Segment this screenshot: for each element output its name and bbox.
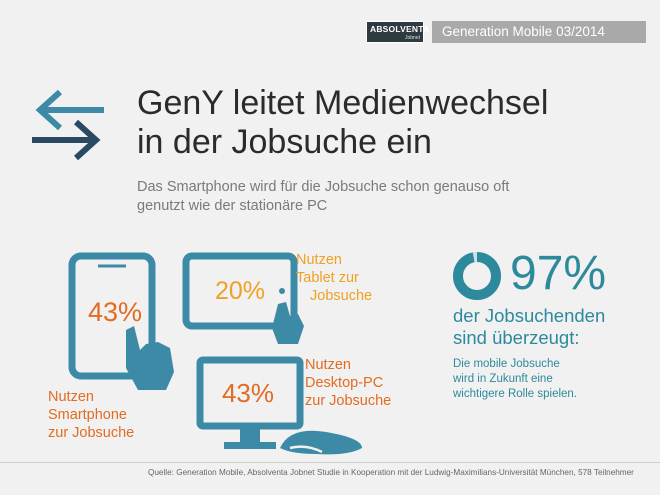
tablet-percent: 20% [214,277,266,305]
desktop-label: Nutzen Desktop-PC zur Jobsuche [305,356,391,410]
tablet-label-line: Tablet zur [296,270,359,286]
desktop-percent: 43% [221,378,275,408]
smartphone-icon [68,252,156,380]
title-line-1: GenY leitet Medienwechsel [137,84,549,122]
smartphone-label-line: zur Jobsuche [48,425,135,441]
page-title: GenY leitet Medienwechsel in der Jobsuch… [137,84,637,162]
subtitle: Das Smartphone wird für die Jobsuche sch… [137,178,617,216]
stat-note-line: wichtigere Rolle spielen. [453,388,578,400]
footer-divider [0,462,660,463]
desktop-label-line: Desktop-PC [305,375,384,391]
donut-progress-arc [453,252,501,300]
logo-subtext: Jobnet [404,35,420,41]
smartphone-label: Nutzen Smartphone zur Jobsuche [48,388,134,442]
title-line-2: in der Jobsuche ein [137,123,432,161]
desktop-label-line: zur Jobsuche [305,393,392,409]
hand-icon [272,302,304,344]
desktop-label-line: Nutzen [305,357,351,373]
stat-line-1: der Jobsuchenden [453,305,606,326]
absolventa-logo: ABSOLVENTA Jobnet [366,21,429,43]
smartphone-percent: 43% [87,297,143,327]
source-note: Quelle: Generation Mobile, Absolventa Jo… [148,468,634,477]
hand-icon [126,326,174,390]
stat-note-line: wird in Zukunft eine [453,373,553,385]
mouse-icon [280,430,362,455]
tablet-label-line: Jobsuche [310,288,373,304]
subtitle-line-2: genutzt wie der stationäre PC [137,198,328,214]
issue-label: Generation Mobile 03/2014 [432,21,646,43]
subtitle-line-1: Das Smartphone wird für die Jobsuche sch… [137,179,510,195]
arrows-swap-icon [32,89,104,161]
tablet-icon [182,252,304,344]
smartphone-label-line: Nutzen [48,389,94,405]
stat-note-line: Die mobile Jobsuche [453,358,560,370]
stat-note: Die mobile Jobsuche wird in Zukunft eine… [453,357,633,402]
donut-icon [453,252,501,300]
tablet-label-line: Nutzen [296,252,342,268]
tablet-label: Nutzen Tablet zur Jobsuche [296,251,372,305]
logo-text: ABSOLVENTA [370,24,430,34]
desktop-icon [196,356,304,449]
stat-line-2: sind überzeugt: [453,327,580,348]
stat-value: 97% [510,247,607,300]
smartphone-label-line: Smartphone [48,407,127,423]
